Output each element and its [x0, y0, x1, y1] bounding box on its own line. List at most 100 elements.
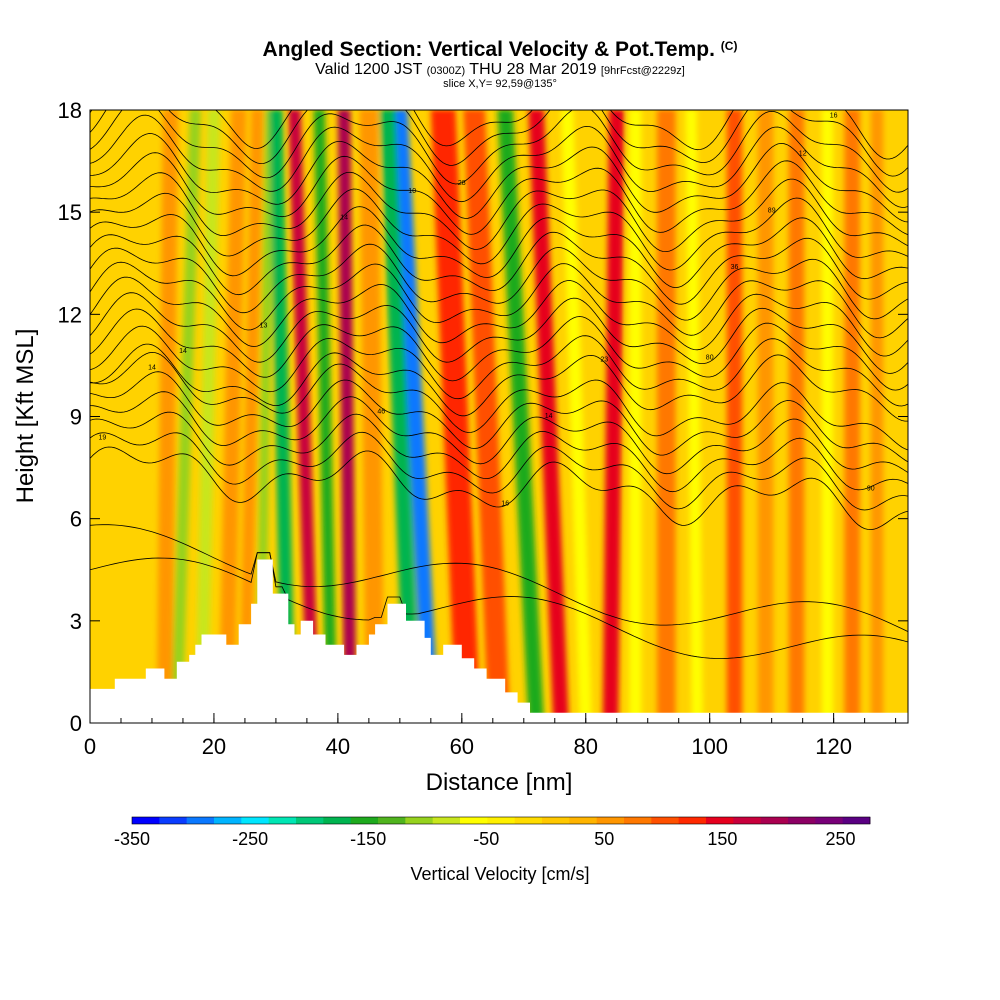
velocity-band-18	[602, 110, 625, 723]
velocity-band-21	[685, 110, 703, 723]
isentrope-line-19	[90, 114, 908, 208]
velocity-band-17	[560, 110, 592, 723]
velocity-band-27	[870, 110, 884, 723]
colorbar-swatch	[460, 817, 488, 824]
colorbar-swatch	[706, 817, 734, 824]
x-tick-label: 100	[691, 734, 728, 759]
colorbar-swatch	[241, 817, 270, 824]
velocity-band-1	[171, 110, 201, 723]
x-tick-label: 80	[574, 734, 598, 759]
colorbar: -350 -250 -150 -50 50 150 250	[114, 816, 871, 849]
velocity-band-2	[195, 110, 221, 723]
isentrope-line-21	[90, 110, 908, 177]
isentrope-line-16	[90, 171, 908, 253]
isentrope-label: 19	[99, 434, 107, 441]
isentrope-line-7	[90, 325, 908, 407]
isentrope-line-9	[90, 292, 908, 374]
colorbar-swatch	[268, 817, 297, 824]
colorbar-tick-label: 250	[825, 829, 855, 849]
velocity-band-16	[528, 110, 569, 723]
isentrope-line-8	[90, 308, 908, 391]
isentrope-labels: 19 14 14 13 14 10 28 16 14 23 80 36 89 12 16 90 46	[99, 113, 875, 508]
colorbar-tick-label: -250	[232, 829, 268, 849]
velocity-band-14	[463, 110, 510, 723]
isentrope-label: 16	[501, 500, 509, 507]
velocity-band-3	[218, 110, 247, 723]
colorbar-swatch	[487, 817, 516, 824]
isentrope-line-5	[90, 351, 908, 451]
velocity-bands	[156, 110, 884, 723]
colorbar-swatch	[159, 817, 188, 824]
isentrope-line-15	[90, 188, 908, 271]
isentrope-line-22	[90, 110, 908, 160]
colorbar-swatch	[733, 817, 762, 824]
colorbar-swatch	[214, 817, 242, 824]
colorbar-swatch	[760, 817, 789, 824]
colorbar-swatch	[378, 817, 406, 824]
y-tick-label: 18	[58, 98, 82, 123]
velocity-band-15	[497, 110, 544, 723]
colorbar-swatch	[132, 817, 160, 824]
colorbar-swatch	[323, 817, 352, 824]
isentropes	[90, 110, 908, 659]
isentrope-line-3	[90, 391, 908, 475]
isentrope-label: 28	[458, 180, 466, 187]
colorbar-tick-label: -150	[350, 829, 386, 849]
colorbar-tick-label: -50	[473, 829, 499, 849]
isentrope-line-2	[90, 411, 908, 493]
isentrope-line-12	[90, 243, 908, 321]
y-tick-label: 15	[58, 200, 82, 225]
isentrope-line-14	[90, 206, 908, 289]
isentrope-line-17	[90, 152, 908, 236]
colorbar-swatch	[405, 817, 434, 824]
isentrope-label: 89	[768, 208, 776, 215]
isentrope-line-6	[90, 343, 908, 422]
isentrope-line-18	[90, 133, 908, 223]
isentrope-line-1	[90, 431, 908, 511]
colorbar-swatch	[432, 817, 461, 824]
colorbar-tick-label: 50	[594, 829, 614, 849]
isentrope-label: 16	[830, 113, 838, 120]
isentrope-label: 90	[867, 486, 875, 493]
isentrope-label: 23	[600, 357, 608, 364]
plot-area: 19 14 14 13 14 10 28 16 14 23 80 36 89 12 16 90 46	[90, 110, 908, 723]
colorbar-tick-label: -350	[114, 829, 150, 849]
chart-subtitle: Valid 1200 JST (0300Z) THU 28 Mar 2019 […	[315, 61, 685, 78]
isentrope-line-20	[90, 110, 908, 193]
colorbar-swatch	[788, 817, 816, 824]
colorbar-label: Vertical Velocity [cm/s]	[410, 864, 589, 884]
isentrope-label: 10	[408, 188, 416, 195]
colorbar-swatch	[596, 817, 625, 824]
colorbar-swatch	[569, 817, 598, 824]
colorbar-frame	[131, 816, 871, 825]
isentrope-label: 14	[179, 348, 187, 355]
colorbar-tick-label: 150	[707, 829, 737, 849]
colorbar-swatch	[542, 817, 570, 824]
velocity-band-22	[726, 110, 743, 723]
isentrope-line-13	[90, 224, 908, 305]
slice-info: slice X,Y= 92,59@135°	[443, 78, 557, 90]
isentrope-line-0	[90, 446, 908, 531]
colorbar-swatch	[296, 817, 324, 824]
velocity-band-24	[788, 110, 805, 723]
terrain	[90, 559, 908, 723]
low-contour-0	[90, 552, 908, 659]
velocity-band-26	[844, 110, 860, 723]
colorbar-swatch	[186, 817, 215, 824]
velocity-band-25	[821, 110, 834, 723]
x-tick-label: 120	[815, 734, 852, 759]
isentrope-label: 14	[340, 214, 348, 221]
velocity-band-7	[288, 110, 320, 723]
y-tick-label: 3	[70, 609, 82, 634]
x-tick-label: 60	[450, 734, 474, 759]
colorbar-swatch	[624, 817, 652, 824]
y-tick-label: 0	[70, 711, 82, 736]
velocity-band-4	[238, 110, 264, 723]
x-tick-label: 0	[84, 734, 96, 759]
isentrope-label: 12	[799, 150, 807, 157]
colorbar-swatch	[842, 817, 871, 824]
y-tick-label: 12	[58, 302, 82, 327]
velocity-band-10	[359, 110, 385, 723]
colorbar-swatch	[815, 817, 844, 824]
